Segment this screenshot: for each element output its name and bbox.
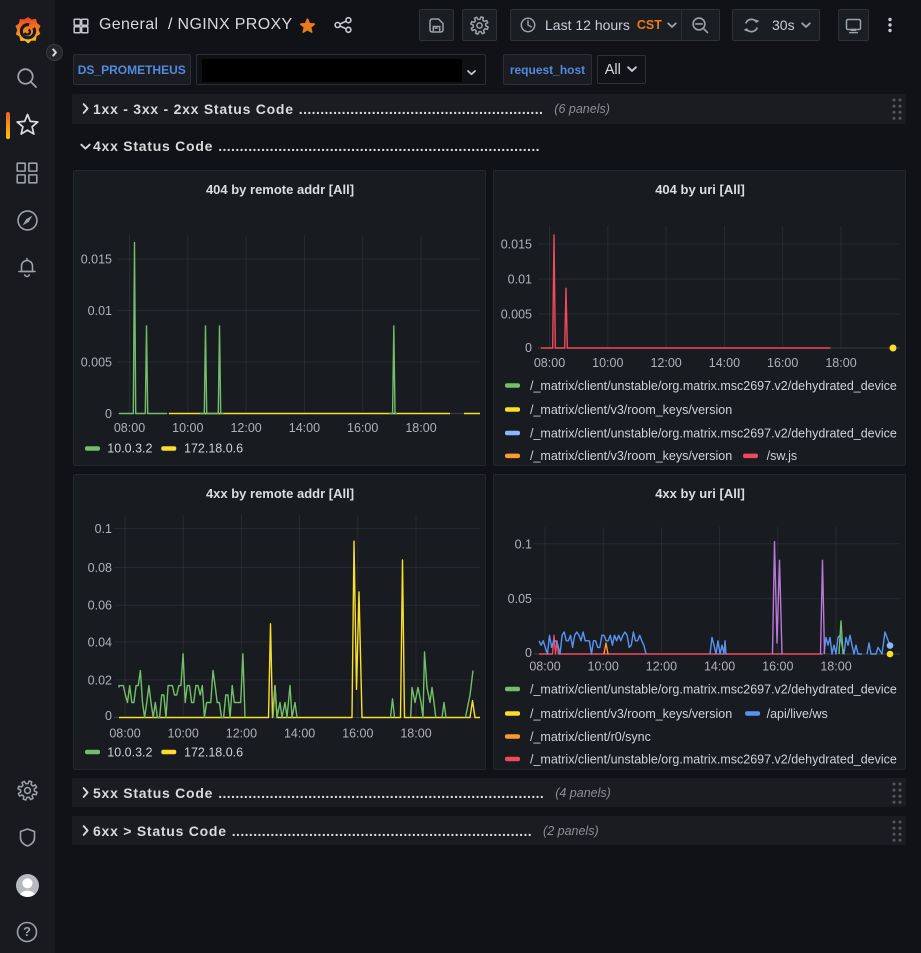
svg-text:18:00: 18:00 — [405, 421, 436, 435]
svg-text:/_matrix/client/v3/room_keys/v: /_matrix/client/v3/room_keys/version — [530, 707, 732, 721]
svg-text:12:00: 12:00 — [225, 727, 256, 741]
svg-text:/_matrix/client/r0/sync: /_matrix/client/r0/sync — [530, 730, 651, 744]
svg-text:10.0.3.2: 10.0.3.2 — [107, 442, 152, 456]
svg-text:4xx by uri [All]: 4xx by uri [All] — [655, 486, 745, 501]
svg-text:12:00: 12:00 — [646, 660, 677, 674]
svg-text:/_matrix/client/unstable/org.m: /_matrix/client/unstable/org.matrix.msc2… — [530, 379, 897, 393]
svg-text:14:00: 14:00 — [704, 660, 735, 674]
svg-text:4xx by remote addr [All]: 4xx by remote addr [All] — [205, 486, 353, 501]
svg-text:0.1: 0.1 — [94, 522, 111, 536]
svg-text:0.005: 0.005 — [501, 308, 532, 322]
svg-text:0.04: 0.04 — [87, 635, 111, 649]
svg-text:16:00: 16:00 — [762, 660, 793, 674]
svg-text:0.005: 0.005 — [80, 356, 111, 370]
svg-text:0.02: 0.02 — [87, 673, 111, 687]
svg-text:/_matrix/client/unstable/org.m: /_matrix/client/unstable/org.matrix.msc2… — [530, 752, 897, 766]
svg-text:12:00: 12:00 — [230, 421, 261, 435]
svg-text:10.0.3.2: 10.0.3.2 — [107, 745, 152, 759]
svg-text:10:00: 10:00 — [167, 727, 198, 741]
svg-text:10:00: 10:00 — [588, 660, 619, 674]
svg-text:404 by uri [All]: 404 by uri [All] — [655, 182, 745, 197]
svg-text:18:00: 18:00 — [400, 727, 431, 741]
svg-text:?: ? — [23, 924, 31, 939]
svg-text:08:00: 08:00 — [113, 421, 144, 435]
svg-text:/api/live/ws: /api/live/ws — [767, 707, 828, 721]
svg-text:172.18.0.6: 172.18.0.6 — [184, 745, 243, 759]
svg-text:0: 0 — [105, 709, 112, 723]
svg-text:18:00: 18:00 — [825, 356, 856, 370]
svg-text:0.015: 0.015 — [80, 253, 111, 267]
svg-text:14:00: 14:00 — [709, 356, 740, 370]
svg-text:/_matrix/client/unstable/org.m: /_matrix/client/unstable/org.matrix.msc2… — [530, 426, 897, 440]
svg-text:14:00: 14:00 — [288, 421, 319, 435]
svg-text:14:00: 14:00 — [283, 727, 314, 741]
svg-text:0.06: 0.06 — [87, 599, 111, 613]
svg-text:16:00: 16:00 — [342, 727, 373, 741]
svg-text:08:00: 08:00 — [534, 356, 565, 370]
svg-text:404 by remote addr [All]: 404 by remote addr [All] — [205, 182, 353, 197]
svg-text:0.01: 0.01 — [508, 273, 532, 287]
svg-text:/_matrix/client/v3/room_keys/v: /_matrix/client/v3/room_keys/version — [530, 403, 732, 417]
svg-text:10:00: 10:00 — [172, 421, 203, 435]
svg-text:08:00: 08:00 — [109, 727, 140, 741]
svg-text:0: 0 — [525, 341, 532, 355]
svg-text:16:00: 16:00 — [767, 356, 798, 370]
svg-text:/_matrix/client/unstable/org.m: /_matrix/client/unstable/org.matrix.msc2… — [530, 682, 897, 696]
svg-text:16:00: 16:00 — [347, 421, 378, 435]
svg-text:0.01: 0.01 — [87, 304, 111, 318]
svg-text:0.08: 0.08 — [87, 561, 111, 575]
svg-text:0: 0 — [105, 407, 112, 421]
svg-text:0.05: 0.05 — [508, 592, 532, 606]
svg-text:12:00: 12:00 — [650, 356, 681, 370]
svg-text:/sw.js: /sw.js — [767, 449, 798, 463]
svg-text:10:00: 10:00 — [592, 356, 623, 370]
svg-text:08:00: 08:00 — [529, 660, 560, 674]
svg-text:18:00: 18:00 — [820, 660, 851, 674]
svg-text:0.015: 0.015 — [501, 238, 532, 252]
svg-text:/_matrix/client/v3/room_keys/v: /_matrix/client/v3/room_keys/version — [530, 449, 732, 463]
svg-text:172.18.0.6: 172.18.0.6 — [184, 442, 243, 456]
svg-text:0: 0 — [525, 646, 532, 660]
svg-text:0.1: 0.1 — [515, 537, 532, 551]
